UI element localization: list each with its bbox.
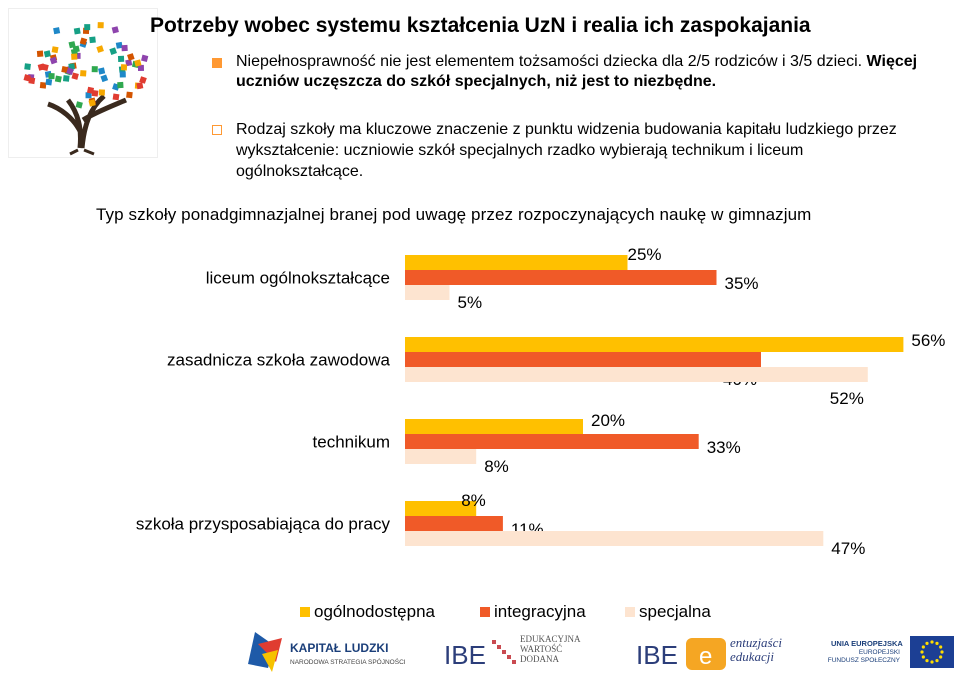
bullet-1-emphasis: Więcej uczniów uczęszcza do szkół specja… [236,53,918,90]
legend-label: integracyjna [494,602,586,621]
legend-swatch [300,606,310,617]
data-label: 33% [707,438,741,457]
svg-text:e: e [699,643,712,670]
category-label: zasadnicza szkoła zawodowa [167,351,391,370]
bar [405,337,904,352]
bar [405,531,824,546]
bar [405,501,477,516]
kapital-ludzki-logo-icon: KAPITAŁ LUDZKI NARODOWA STRATEGIA SPÓJNO… [248,632,406,672]
bullet-text-1: Niepełnosprawność nie jest elementem toż… [236,52,936,92]
unia-europejska-logo-icon: UNIA EUROPEJSKA EUROPEJSKI FUNDUSZ SPOŁE… [827,636,954,668]
bar [405,255,628,270]
footer-logo-2: IBE [444,640,486,670]
bar [405,285,450,300]
bullet-square-icon [212,58,222,68]
data-label: 25% [628,245,662,264]
footer-logo-5: entuzjaści edukacji [730,636,782,664]
data-label: 47% [831,539,865,558]
bar [405,516,503,531]
data-label: 8% [484,457,509,476]
footer-logo-7: EUROPEJSKI FUNDUSZ SPOŁECZNY [827,649,900,664]
bullet-text-2: Rodzaj szkoły ma kluczowe znaczenie z pu… [236,121,897,180]
legend-label: specjalna [639,602,711,621]
legend-item: specjalna [625,602,711,622]
chart-title: Typ szkoły ponadgimnazjalnej branej pod … [96,205,812,224]
bar [405,270,717,285]
data-label: 56% [911,331,945,350]
category-label: technikum [313,433,390,452]
data-label: 35% [725,274,759,293]
bar [405,449,477,464]
bullet-1-text: Niepełnosprawność nie jest elementem toż… [236,53,863,70]
footer-logo-6: UNIA EUROPEJSKA [831,639,903,648]
bar-chart: liceum ogólnokształcące 25% 35% 5% zasadnicz… [136,245,946,558]
footer-logo-0: KAPITAŁ LUDZKI [290,641,388,655]
bar [405,419,583,434]
data-label: 8% [461,491,486,510]
legend-swatch [480,606,490,617]
data-label: 20% [591,411,625,430]
legend-item: ogólnodostępna [300,602,435,622]
footer-logo-4: IBE [636,640,678,670]
legend-swatch [625,606,635,617]
legend-label: ogólnodostępna [314,602,436,621]
page-title: Potrzeby wobec systemu kształcenia UzN i… [150,14,811,37]
category-label: szkoła przysposabiająca do pracy [136,515,391,534]
ibe-eduk-logo-icon: IBE EDUKACYJNA WARTOŚĆ DODANA [444,634,581,670]
footer-logo-1: NARODOWA STRATEGIA SPÓJNOŚCI [290,657,406,666]
tree-logo-icon [8,8,158,158]
bullet-outline-square-icon [212,125,222,135]
bar [405,367,868,382]
bar [405,352,761,367]
bar [405,434,699,449]
footer-logos: KAPITAŁ LUDZKI NARODOWA STRATEGIA SPÓJNO… [248,632,954,672]
data-label: 5% [458,293,483,312]
legend-item: integracyjna [480,602,586,622]
footer-logo-3: EDUKACYJNA WARTOŚĆ DODANA [520,634,581,664]
data-label: 52% [830,389,864,408]
ibe-entuzjasci-logo-icon: IBE e entuzjaści edukacji [636,636,782,670]
category-label: liceum ogólnokształcące [206,269,390,288]
